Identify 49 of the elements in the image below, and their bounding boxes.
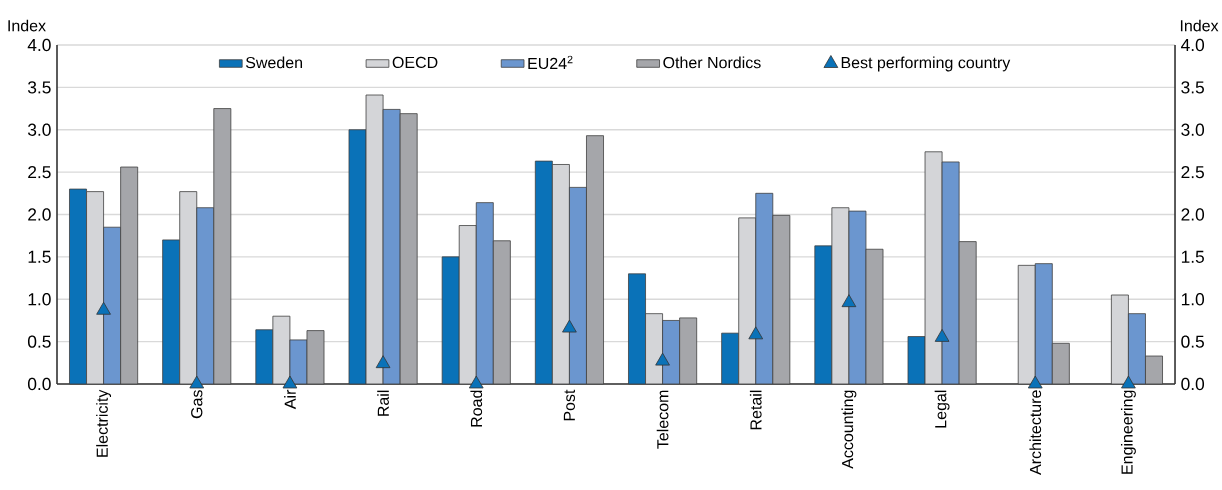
legend-label: OECD xyxy=(392,56,438,69)
point xyxy=(282,375,298,389)
y-tick-label: 0.0 xyxy=(27,377,51,391)
point xyxy=(189,375,205,389)
x-tick-label: Engineering xyxy=(1120,390,1136,474)
y-tick-label: 1.5 xyxy=(28,250,51,263)
point xyxy=(841,294,857,308)
legend-label: Best performing country xyxy=(841,56,1011,72)
point xyxy=(1027,375,1043,389)
y2-tick-label: 2.5 xyxy=(1181,165,1204,179)
legend-label: EU24$^{2}$ xyxy=(528,55,573,70)
x-tick-label: Architecture xyxy=(1029,390,1042,475)
x-tick-label: Electricity xyxy=(96,389,112,457)
y-tick-label: 3.0 xyxy=(27,123,51,136)
y2-tick-label: 0.0 xyxy=(1181,377,1205,391)
y-tick-label: 3.5 xyxy=(27,81,51,94)
y2-tick-label: 4.0 xyxy=(1181,38,1205,52)
x-tick-label: Air xyxy=(284,389,296,410)
y-tick-label: 0.5 xyxy=(27,335,51,348)
y2-tick-label: 1.5 xyxy=(1181,250,1204,263)
point xyxy=(562,319,577,333)
point xyxy=(96,301,111,315)
point xyxy=(468,375,484,389)
x-tick-label: Road xyxy=(470,390,483,427)
y-axis-title: Index xyxy=(8,19,46,32)
point xyxy=(375,355,391,369)
x-tick-label: Retail xyxy=(749,390,762,430)
point xyxy=(1121,375,1136,389)
x-tick-label: Telecom xyxy=(656,390,669,449)
y2-tick-label: 0.5 xyxy=(1181,335,1204,348)
legend-label: Sweden xyxy=(245,56,303,69)
y-tick-label: 1.0 xyxy=(28,293,51,306)
y2-tick-label: 3.0 xyxy=(1181,123,1205,136)
point xyxy=(655,352,670,366)
x-tick-label: Post xyxy=(563,389,575,421)
y-tick-label: 4.0 xyxy=(27,38,51,52)
x-tick-label: Rail xyxy=(377,390,389,416)
x-tick-label: Legal xyxy=(934,390,950,428)
x-tick-label: Accounting xyxy=(841,390,857,469)
y2-tick-label: 3.5 xyxy=(1181,81,1204,94)
y-tick-label: 2.5 xyxy=(28,165,51,179)
point xyxy=(934,328,950,342)
point xyxy=(748,326,764,340)
y2-tick-label: 2.0 xyxy=(1181,208,1205,221)
legend-label: Other Nordics xyxy=(663,56,761,69)
y2-axis-title: Index xyxy=(1180,19,1219,32)
y-tick-label: 2.0 xyxy=(28,208,51,221)
x-tick-label: Gas xyxy=(191,390,203,419)
y2-tick-label: 1.0 xyxy=(1181,293,1205,306)
